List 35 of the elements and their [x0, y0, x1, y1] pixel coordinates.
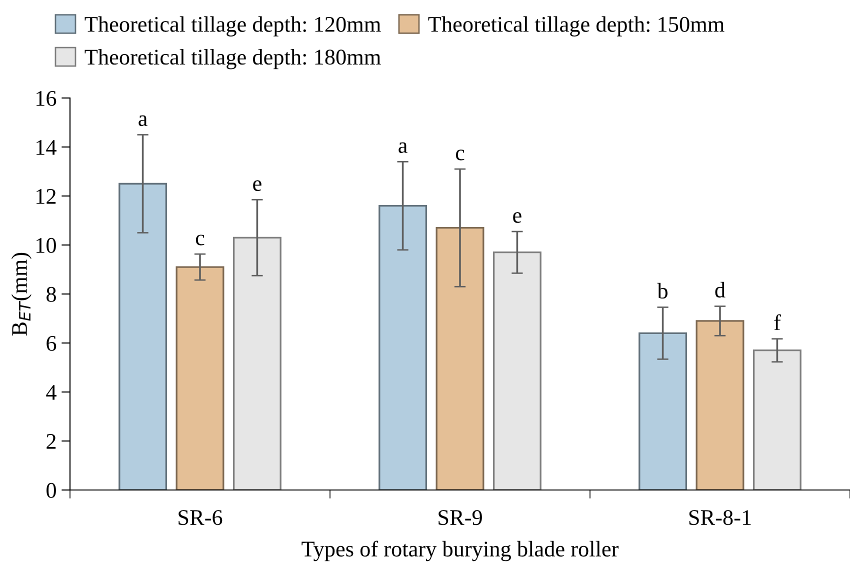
annotation: e [513, 212, 522, 223]
y-tick-label: 14 [36, 140, 56, 155]
annotation: b [657, 282, 668, 299]
bar [436, 227, 484, 490]
legend-label: Theoretical tillage depth: 120mm [84, 16, 381, 36]
y-axis-title: B$_{ET}$(mm) [11, 252, 32, 336]
legend-label: Theoretical tillage depth: 180mm [84, 49, 381, 70]
x-tick-label: SR-9 [438, 510, 482, 526]
bar [232, 236, 282, 490]
bar [752, 350, 802, 490]
y-tick-label: 6 [46, 336, 56, 351]
annotation: c [196, 234, 204, 246]
annotation: f [774, 314, 781, 330]
y-tick-label: 10 [36, 238, 56, 253]
annotation: a [398, 142, 408, 154]
annotation: e [253, 180, 262, 191]
bar [378, 204, 428, 490]
y-tick-label: 4 [46, 385, 56, 400]
annotation: a [138, 115, 148, 126]
x-tick-label: SR-8-1 [689, 510, 751, 526]
bar [176, 266, 224, 490]
legend-label: Theoretical tillage depth: 150mm [428, 16, 724, 36]
x-tick-label: SR-6 [178, 510, 222, 526]
y-tick-label: 12 [36, 188, 56, 204]
y-tick-label: 2 [46, 434, 56, 449]
y-tick-label: 8 [46, 286, 56, 302]
y-tick-label: 0 [46, 482, 56, 498]
bar [118, 182, 168, 490]
x-axis-title: Types of rotary burying blade roller [302, 540, 619, 562]
bar [492, 252, 542, 490]
bar [638, 332, 688, 490]
annotation: c [456, 150, 464, 160]
bar [696, 320, 744, 490]
annotation: d [715, 282, 726, 298]
y-tick-label: 16 [36, 90, 56, 106]
